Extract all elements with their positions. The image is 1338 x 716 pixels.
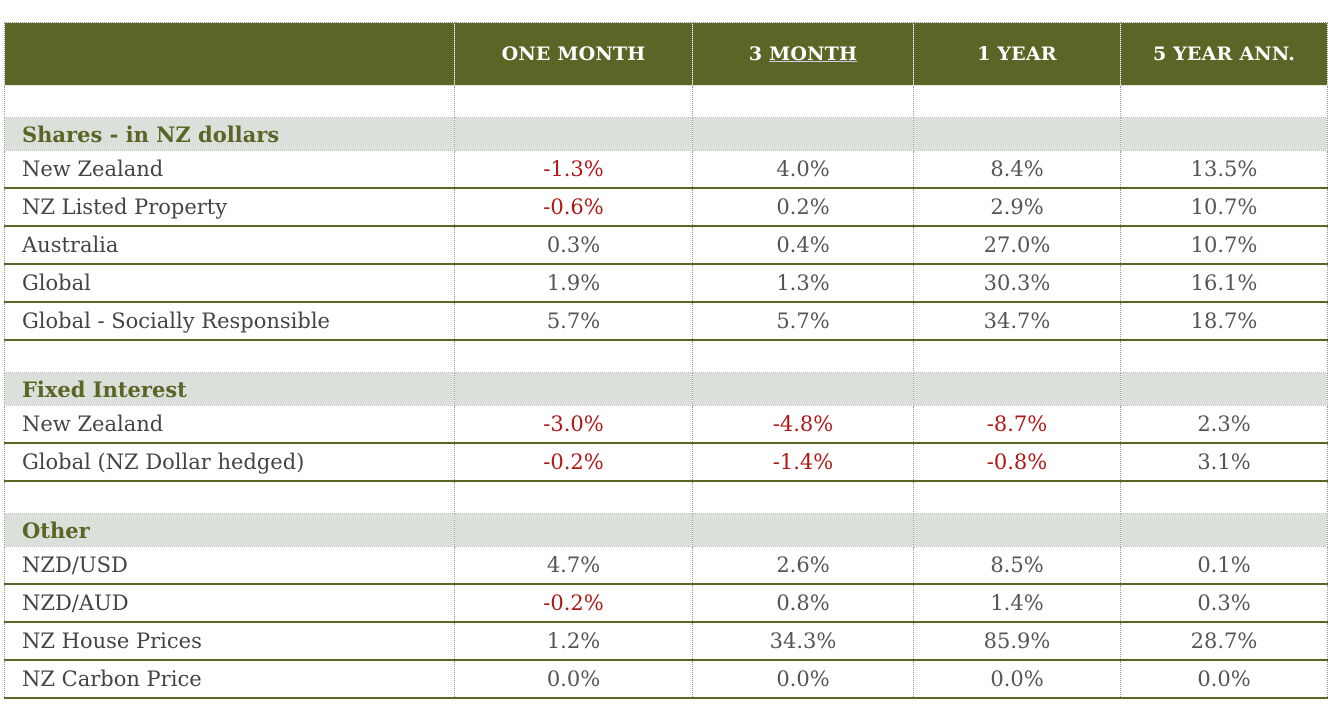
row-label: NZ Listed Property [4, 188, 455, 227]
table-row: Australia 0.3% 0.4% 27.0% 10.7% [4, 226, 1328, 265]
section-title: Fixed Interest [4, 372, 455, 406]
cell-value: 4.0% [692, 150, 914, 189]
cell-value: -1.3% [454, 150, 693, 189]
row-label: Global (NZ Dollar hedged) [4, 443, 455, 482]
row-label: NZ House Prices [4, 622, 455, 661]
cell-value: -8.7% [913, 405, 1121, 444]
header-three-month-prefix: 3 [748, 43, 763, 65]
table-row: NZD/USD 4.7% 2.6% 8.5% 0.1% [4, 546, 1328, 585]
cell-value: 0.3% [454, 226, 693, 265]
cell-value: 5.7% [692, 302, 914, 341]
table-row: Global - Socially Responsible 5.7% 5.7% … [4, 302, 1328, 341]
cell-value: 28.7% [1120, 622, 1328, 661]
header-three-month-word: MONTH [769, 43, 858, 65]
header-five-year: 5 YEAR ANN. [1120, 22, 1328, 86]
table-row: NZ Carbon Price 0.0% 0.0% 0.0% 0.0% [4, 660, 1328, 699]
spacer-row [4, 85, 1328, 118]
cell-value: 3.1% [1120, 443, 1328, 482]
cell-value: 0.0% [1120, 660, 1328, 699]
cell-value: -0.2% [454, 584, 693, 623]
header-one-year: 1 YEAR [913, 22, 1121, 86]
cell-value: -0.8% [913, 443, 1121, 482]
table-row: New Zealand -3.0% -4.8% -8.7% 2.3% [4, 405, 1328, 444]
section-title: Shares - in NZ dollars [4, 117, 455, 151]
row-label: NZ Carbon Price [4, 660, 455, 699]
row-label: NZD/AUD [4, 584, 455, 623]
table-row: New Zealand -1.3% 4.0% 8.4% 13.5% [4, 150, 1328, 189]
section-header-other: Other [4, 513, 1328, 547]
cell-value: 2.3% [1120, 405, 1328, 444]
cell-value: 27.0% [913, 226, 1121, 265]
row-label: Global - Socially Responsible [4, 302, 455, 341]
header-row: ONE MONTH 3 MONTH 1 YEAR 5 YEAR ANN. [4, 22, 1328, 86]
cell-value: 30.3% [913, 264, 1121, 303]
cell-value: 1.2% [454, 622, 693, 661]
cell-value: -1.4% [692, 443, 914, 482]
table-row: Global (NZ Dollar hedged) -0.2% -1.4% -0… [4, 443, 1328, 482]
cell-value: -0.6% [454, 188, 693, 227]
section-header-fixed-interest: Fixed Interest [4, 372, 1328, 406]
cell-value: 0.0% [454, 660, 693, 699]
cell-value: 34.3% [692, 622, 914, 661]
table-row: NZ Listed Property -0.6% 0.2% 2.9% 10.7% [4, 188, 1328, 227]
table-row: NZD/AUD -0.2% 0.8% 1.4% 0.3% [4, 584, 1328, 623]
cell-value: 1.9% [454, 264, 693, 303]
cell-value: 5.7% [454, 302, 693, 341]
header-one-month: ONE MONTH [454, 22, 693, 86]
cell-value: 1.4% [913, 584, 1121, 623]
cell-value: 2.6% [692, 546, 914, 585]
cell-value: 0.4% [692, 226, 914, 265]
cell-value: 0.1% [1120, 546, 1328, 585]
row-label: NZD/USD [4, 546, 455, 585]
cell-value: 8.4% [913, 150, 1121, 189]
cell-value: -4.8% [692, 405, 914, 444]
section-title: Other [4, 513, 455, 547]
cell-value: 34.7% [913, 302, 1121, 341]
spacer-row [4, 339, 1328, 373]
cell-value: 0.0% [913, 660, 1121, 699]
row-label: Australia [4, 226, 455, 265]
cell-value: 2.9% [913, 188, 1121, 227]
row-label: New Zealand [4, 405, 455, 444]
header-three-month: 3 MONTH [692, 22, 914, 86]
cell-value: 10.7% [1120, 188, 1328, 227]
table-row: NZ House Prices 1.2% 34.3% 85.9% 28.7% [4, 622, 1328, 661]
cell-value: 13.5% [1120, 150, 1328, 189]
section-header-shares: Shares - in NZ dollars [4, 117, 1328, 151]
header-blank-cell [4, 22, 455, 86]
row-label: Global [4, 264, 455, 303]
cell-value: 0.8% [692, 584, 914, 623]
cell-value: 0.2% [692, 188, 914, 227]
cell-value: -3.0% [454, 405, 693, 444]
spacer-row [4, 480, 1328, 514]
cell-value: 16.1% [1120, 264, 1328, 303]
cell-value: 8.5% [913, 546, 1121, 585]
returns-table: ONE MONTH 3 MONTH 1 YEAR 5 YEAR ANN. Sha… [4, 22, 1328, 699]
cell-value: 10.7% [1120, 226, 1328, 265]
cell-value: -0.2% [454, 443, 693, 482]
cell-value: 0.0% [692, 660, 914, 699]
row-label: New Zealand [4, 150, 455, 189]
table-row: Global 1.9% 1.3% 30.3% 16.1% [4, 264, 1328, 303]
cell-value: 1.3% [692, 264, 914, 303]
cell-value: 18.7% [1120, 302, 1328, 341]
cell-value: 4.7% [454, 546, 693, 585]
cell-value: 0.3% [1120, 584, 1328, 623]
cell-value: 85.9% [913, 622, 1121, 661]
